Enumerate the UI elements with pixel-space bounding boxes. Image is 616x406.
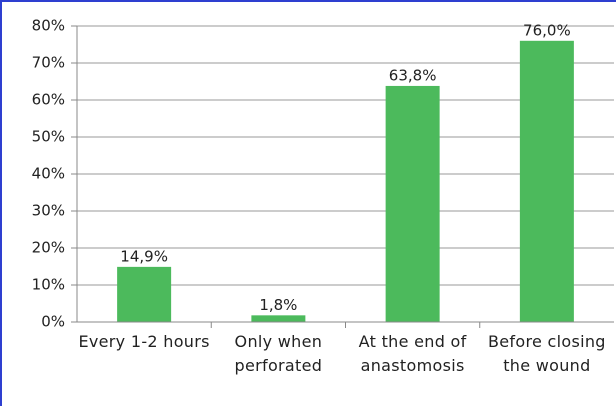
y-tick-label: 60%	[32, 91, 65, 109]
bar	[251, 315, 306, 322]
y-tick-label: 40%	[32, 165, 65, 183]
bar	[117, 266, 172, 322]
y-tick-label: 10%	[32, 276, 65, 294]
data-label: 76,0%	[523, 21, 571, 39]
x-tick-label: Only when perforated	[234, 332, 323, 375]
data-label: 1,8%	[259, 296, 297, 314]
y-tick-label: 50%	[32, 128, 65, 146]
y-tick-label: 80%	[32, 17, 65, 35]
y-tick-label: 20%	[32, 239, 65, 257]
x-tick-label: Before closing the wound	[488, 332, 606, 375]
y-tick-label: 30%	[32, 202, 65, 220]
y-tick-label: 0%	[41, 313, 65, 331]
bar	[385, 85, 440, 322]
data-label: 14,9%	[120, 247, 168, 265]
data-label: 63,8%	[389, 66, 437, 84]
x-tick-label: Every 1-2 hours	[78, 332, 210, 351]
x-tick-label: At the end of anastomosis	[358, 332, 467, 375]
bar	[519, 40, 574, 323]
y-tick-label: 70%	[32, 54, 65, 72]
